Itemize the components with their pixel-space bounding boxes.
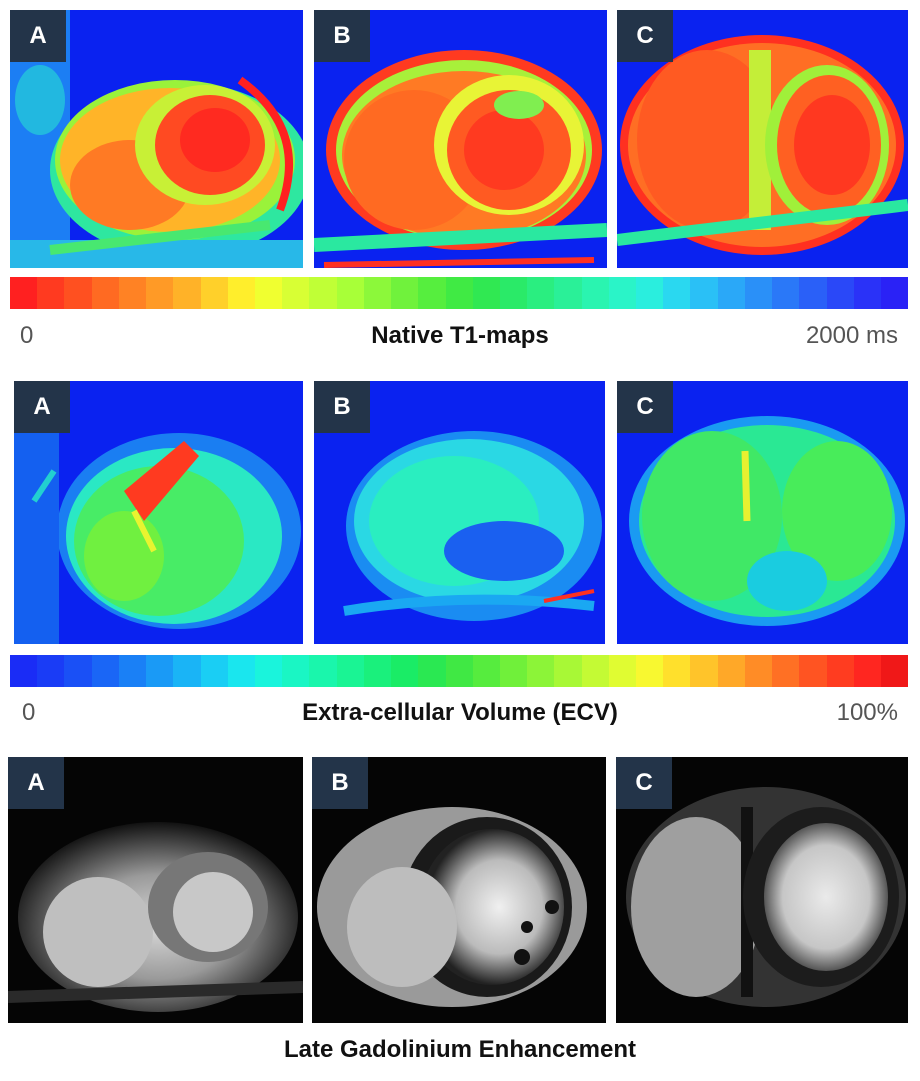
colorbar-segment	[227, 277, 255, 309]
t1-panel-a: A	[10, 10, 303, 268]
lge-panel-b: B	[312, 757, 606, 1023]
colorbar-segment	[636, 277, 664, 309]
colorbar-segment	[499, 655, 528, 687]
panel-label-badge: B	[314, 10, 370, 62]
colorbar-segment	[336, 277, 364, 309]
lge-panel-a: A	[8, 757, 303, 1023]
colorbar-segment	[118, 655, 147, 687]
colorbar-segment	[309, 277, 337, 309]
lge-panel-c: C	[616, 757, 908, 1023]
colorbar-segment	[173, 277, 201, 309]
colorbar-segment	[881, 277, 909, 309]
colorbar-segment	[772, 655, 800, 687]
panel-label-badge: B	[314, 381, 370, 433]
colorbar-segment	[173, 655, 201, 687]
colorbar-segment	[826, 277, 854, 309]
colorbar-segment	[10, 655, 38, 687]
colorbar-segment	[10, 277, 38, 309]
colorbar-segment	[799, 277, 827, 309]
colorbar-segment	[282, 277, 310, 309]
colorbar-segment	[554, 655, 582, 687]
colorbar-segment	[717, 655, 745, 687]
colorbar-segment	[309, 655, 337, 687]
colorbar-segment	[118, 277, 147, 309]
colorbar-segment	[527, 655, 555, 687]
ecv-section-title: Extra-cellular Volume (ECV)	[302, 699, 618, 726]
ecv-scale-min-label: 0	[22, 699, 36, 726]
panel-label-badge: A	[8, 757, 64, 809]
colorbar-segment	[445, 277, 473, 309]
colorbar-segment	[772, 277, 800, 309]
colorbar-segment	[336, 655, 364, 687]
colorbar-segment	[200, 277, 228, 309]
colorbar-segment	[91, 277, 119, 309]
t1-scale-min-label: 0	[20, 322, 34, 349]
colorbar-segment	[254, 655, 283, 687]
t1-panel-c: C	[617, 10, 908, 268]
colorbar-segment	[200, 655, 228, 687]
panel-label-badge: A	[10, 10, 66, 62]
colorbar-segment	[554, 277, 582, 309]
panel-label-badge: A	[14, 381, 70, 433]
t1-panel-b: B	[314, 10, 607, 268]
colorbar-segment	[363, 277, 392, 309]
colorbar-segment	[64, 277, 92, 309]
ecv-panel-c: C	[617, 381, 908, 644]
colorbar-segment	[37, 655, 65, 687]
ecv-panel-a: A	[14, 381, 303, 644]
panel-label-badge: C	[617, 10, 673, 62]
colorbar-segment	[445, 655, 473, 687]
colorbar-segment	[146, 655, 174, 687]
colorbar-segment	[663, 655, 691, 687]
colorbar-segment	[282, 655, 310, 687]
colorbar-segment	[581, 277, 609, 309]
lge-section-title: Late Gadolinium Enhancement	[283, 1036, 637, 1063]
colorbar-segment	[472, 655, 500, 687]
panel-label-badge: B	[312, 757, 368, 809]
t1-section-title: Native T1-maps	[371, 322, 549, 349]
colorbar-segment	[64, 655, 92, 687]
colorbar-segment	[363, 655, 392, 687]
ecv-colorbar	[10, 655, 909, 687]
colorbar-segment	[853, 277, 881, 309]
colorbar-segment	[227, 655, 255, 687]
colorbar-segment	[418, 655, 446, 687]
colorbar-segment	[636, 655, 664, 687]
colorbar-segment	[690, 655, 718, 687]
panel-label-badge: C	[617, 381, 673, 433]
colorbar-segment	[744, 655, 773, 687]
colorbar-segment	[881, 655, 909, 687]
colorbar-segment	[608, 277, 637, 309]
colorbar-segment	[744, 277, 773, 309]
t1-scale-max-label: 2000 ms	[805, 322, 898, 349]
colorbar-segment	[499, 277, 528, 309]
colorbar-segment	[717, 277, 745, 309]
colorbar-segment	[37, 277, 65, 309]
colorbar-segment	[254, 277, 283, 309]
colorbar-segment	[91, 655, 119, 687]
colorbar-segment	[663, 277, 691, 309]
colorbar-segment	[418, 277, 446, 309]
colorbar-segment	[608, 655, 637, 687]
colorbar-segment	[826, 655, 854, 687]
colorbar-segment	[391, 277, 419, 309]
colorbar-segment	[391, 655, 419, 687]
colorbar-segment	[581, 655, 609, 687]
t1-colorbar	[10, 277, 909, 309]
panel-label-badge: C	[616, 757, 672, 809]
ecv-scale-max-label: 100%	[836, 699, 898, 726]
ecv-panel-b: B	[314, 381, 605, 644]
colorbar-segment	[853, 655, 881, 687]
colorbar-segment	[472, 277, 500, 309]
colorbar-segment	[527, 277, 555, 309]
colorbar-segment	[690, 277, 718, 309]
colorbar-segment	[146, 277, 174, 309]
colorbar-segment	[799, 655, 827, 687]
